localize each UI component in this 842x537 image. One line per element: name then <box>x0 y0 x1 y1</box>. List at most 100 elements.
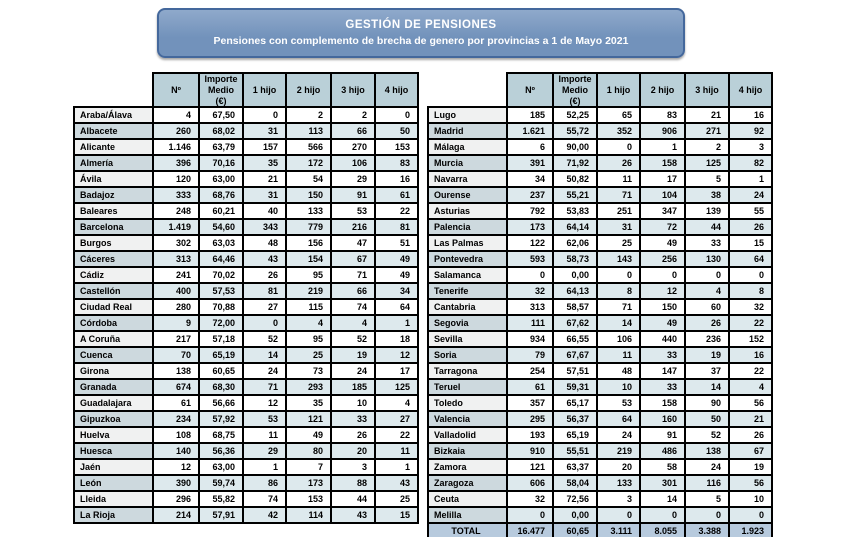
table-row: Toledo 357 65,17 53 158 90 56 <box>427 394 773 413</box>
value-cell: 65,17 <box>552 394 598 413</box>
value-cell: 217 <box>152 330 200 349</box>
value-cell: 133 <box>596 474 641 493</box>
value-cell: 10 <box>596 378 641 397</box>
value-cell: 16 <box>728 346 773 365</box>
value-cell: 31 <box>242 186 287 205</box>
value-cell: 158 <box>639 154 686 173</box>
table-row: Palencia 173 64,14 31 72 44 26 <box>427 218 773 237</box>
value-cell: 64,13 <box>552 282 598 301</box>
value-cell: 1 <box>639 138 686 157</box>
value-cell: 1.419 <box>152 218 200 237</box>
value-cell: 33 <box>684 234 730 253</box>
value-cell: 3.388 <box>684 522 730 537</box>
value-cell: 0,00 <box>552 506 598 525</box>
province-cell: La Rioja <box>73 506 154 525</box>
value-cell: 125 <box>684 154 730 173</box>
value-cell: 302 <box>152 234 200 253</box>
table-row: Alicante 1.146 63,79 157 566 270 153 <box>73 138 419 157</box>
value-cell: 26 <box>242 266 287 285</box>
table-body-left: Araba/Álava 4 67,50 0 2 2 0 Albacete 260 68,02 31 1… <box>73 106 419 525</box>
province-cell: Tenerife <box>427 282 508 301</box>
province-cell: Albacete <box>73 122 154 141</box>
value-cell: 400 <box>152 282 200 301</box>
table-row: Gipuzkoa 234 57,92 53 121 33 27 <box>73 410 419 429</box>
value-cell: 44 <box>684 218 730 237</box>
value-cell: 81 <box>242 282 287 301</box>
value-cell: 33 <box>330 410 376 429</box>
value-cell: 593 <box>506 250 554 269</box>
province-cell: Castellón <box>73 282 154 301</box>
value-cell: 396 <box>152 154 200 173</box>
value-cell: 66,55 <box>552 330 598 349</box>
table-row: Huesca 140 56,36 29 80 20 11 <box>73 442 419 461</box>
value-cell: 48 <box>596 362 641 381</box>
total-label-cell: TOTAL <box>427 522 508 537</box>
value-cell: 21 <box>242 170 287 189</box>
value-cell: 31 <box>596 218 641 237</box>
province-cell: Pontevedra <box>427 250 508 269</box>
value-cell: 0 <box>728 506 773 525</box>
value-cell: 934 <box>506 330 554 349</box>
province-cell: Asturias <box>427 202 508 221</box>
province-cell: Cádiz <box>73 266 154 285</box>
value-cell: 108 <box>152 426 200 445</box>
value-cell: 236 <box>684 330 730 349</box>
value-cell: 138 <box>684 442 730 461</box>
value-cell: 26 <box>596 154 641 173</box>
table-row: Valencia 295 56,37 64 160 50 21 <box>427 410 773 429</box>
pension-table-right: Nº Importe Medio (€) 1 hijo 2 hijo 3 hijo 4 h… <box>427 71 773 537</box>
column-header: 2 hijo <box>285 71 332 109</box>
value-cell: 1.621 <box>506 122 554 141</box>
table-row: Cantabria 313 58,57 71 150 60 32 <box>427 298 773 317</box>
value-cell: 20 <box>596 458 641 477</box>
value-cell: 61 <box>506 378 554 397</box>
value-cell: 56,37 <box>552 410 598 429</box>
page-title: GESTIÓN DE PENSIONES <box>345 19 497 31</box>
value-cell: 55 <box>728 202 773 221</box>
table-row: Lleida 296 55,82 74 153 44 25 <box>73 490 419 509</box>
province-cell: Baleares <box>73 202 154 221</box>
table-row: Almería 396 70,16 35 172 106 83 <box>73 154 419 173</box>
value-cell: 150 <box>639 298 686 317</box>
value-cell: 52 <box>330 330 376 349</box>
value-cell: 301 <box>639 474 686 493</box>
value-cell: 674 <box>152 378 200 397</box>
province-cell: Barcelona <box>73 218 154 237</box>
value-cell: 16.477 <box>506 522 554 537</box>
value-cell: 1 <box>728 170 773 189</box>
province-cell: Zaragoza <box>427 474 508 493</box>
value-cell: 17 <box>639 170 686 189</box>
value-cell: 57,53 <box>198 282 244 301</box>
value-cell: 56,66 <box>198 394 244 413</box>
table-row: Salamanca 0 0,00 0 0 0 0 <box>427 266 773 285</box>
value-cell: 61 <box>374 186 419 205</box>
value-cell: 8.055 <box>639 522 686 537</box>
column-header: Importe Medio (€) <box>198 71 244 109</box>
value-cell: 55,21 <box>552 186 598 205</box>
value-cell: 133 <box>285 202 332 221</box>
value-cell: 12 <box>242 394 287 413</box>
value-cell: 57,91 <box>198 506 244 525</box>
table-row: Guadalajara 61 56,66 12 35 10 4 <box>73 394 419 413</box>
value-cell: 3.111 <box>596 522 641 537</box>
value-cell: 3 <box>596 490 641 509</box>
value-cell: 73 <box>285 362 332 381</box>
value-cell: 130 <box>684 250 730 269</box>
value-cell: 14 <box>242 346 287 365</box>
value-cell: 60,65 <box>552 522 598 537</box>
value-cell: 68,75 <box>198 426 244 445</box>
value-cell: 347 <box>639 202 686 221</box>
value-cell: 49 <box>374 250 419 269</box>
value-cell: 58 <box>639 458 686 477</box>
value-cell: 82 <box>728 154 773 173</box>
value-cell: 2 <box>285 106 332 125</box>
value-cell: 143 <box>596 250 641 269</box>
column-header: 2 hijo <box>639 71 686 109</box>
table-body-right: Lugo 185 52,25 65 83 21 16 Madrid 1.621 55,72 352 9… <box>427 106 773 537</box>
value-cell: 113 <box>285 122 332 141</box>
value-cell: 24 <box>330 362 376 381</box>
value-cell: 66 <box>330 122 376 141</box>
value-cell: 0 <box>639 506 686 525</box>
corner-cell <box>428 73 507 107</box>
